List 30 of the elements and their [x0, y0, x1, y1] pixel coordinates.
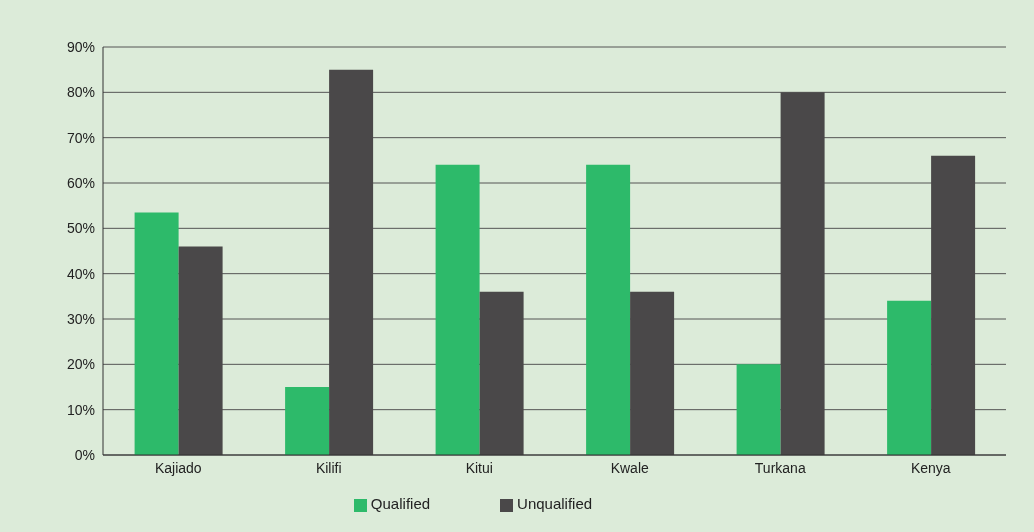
y-tick-label: 50% — [66, 220, 95, 237]
bar — [931, 155, 976, 455]
y-tick-label: 10% — [66, 401, 95, 418]
y-tick-label: 20% — [66, 356, 95, 373]
x-tick-label: Kitui — [465, 459, 493, 476]
x-tick-label: Kajiado — [154, 459, 202, 476]
y-tick-label: 70% — [66, 129, 95, 146]
bar — [586, 164, 631, 455]
bar — [435, 164, 480, 455]
x-tick-label: Kenya — [910, 459, 951, 476]
x-tick-label: Kwale — [610, 459, 650, 476]
y-tick-label: 0% — [74, 446, 95, 463]
y-tick-label: 90% — [66, 38, 95, 55]
bar — [329, 69, 374, 455]
bar — [887, 300, 932, 455]
bar — [630, 291, 675, 455]
y-tick-label: 80% — [66, 84, 95, 101]
bar — [285, 387, 330, 455]
bar — [479, 291, 524, 455]
y-tick-label: 30% — [66, 310, 95, 327]
legend-label: Qualified — [370, 495, 431, 512]
bar — [780, 92, 825, 455]
bar — [736, 364, 781, 455]
y-tick-label: 40% — [66, 265, 95, 282]
y-tick-label: 60% — [66, 174, 95, 191]
legend-label: Unqualified — [517, 495, 593, 512]
x-tick-label: Kilifi — [315, 459, 342, 476]
bar — [134, 212, 179, 455]
x-tick-label: Turkana — [754, 459, 806, 476]
bar — [178, 246, 223, 455]
